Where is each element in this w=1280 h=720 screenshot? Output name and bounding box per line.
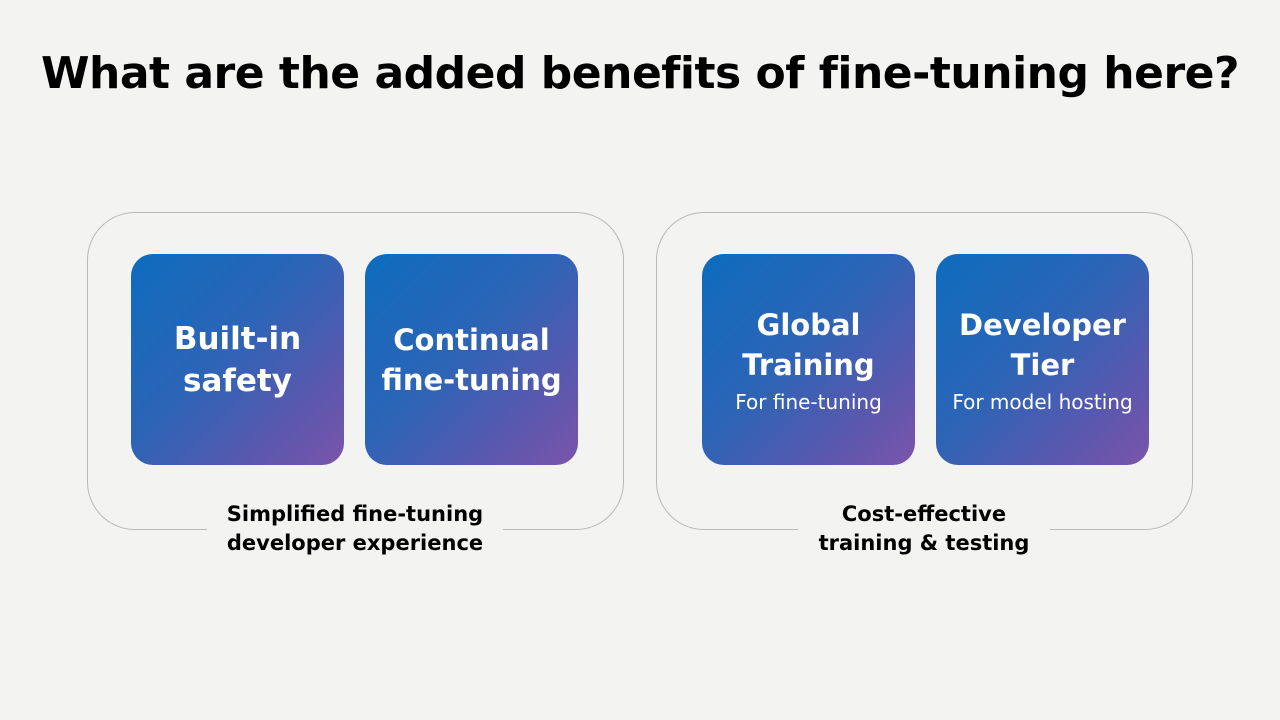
tile-title-line: Continual: [393, 322, 550, 357]
tile-title: Global Training: [742, 305, 874, 385]
slide-title: What are the added benefits of fine-tuni…: [40, 48, 1240, 99]
tile-title-line: fine-tuning: [381, 362, 562, 397]
tile-title: Continual fine-tuning: [381, 320, 561, 400]
caption-line: Simplified fine-tuning: [226, 502, 484, 526]
tile-title-line: Developer: [959, 307, 1126, 342]
tile-subtitle: For fine-tuning: [735, 389, 882, 414]
tile-title-line: Built-in: [173, 320, 302, 357]
tile-built-in-safety: Built-in safety: [131, 254, 344, 465]
caption-line: developer experience: [226, 531, 484, 555]
group-caption-simplified: Simplified fine-tuning developer experie…: [207, 500, 503, 558]
tile-subtitle: For model hosting: [952, 389, 1133, 414]
tile-title-line: Tier: [1010, 347, 1075, 382]
tile-global-training: Global Training For fine-tuning: [702, 254, 915, 465]
tile-title: Built-in safety: [174, 318, 301, 402]
tile-developer-tier: Developer Tier For model hosting: [936, 254, 1149, 465]
tile-title: Developer Tier: [959, 305, 1126, 385]
tile-title-line: Training: [742, 347, 875, 382]
tile-title-line: Global: [756, 307, 861, 342]
caption-line: Cost-effective: [841, 502, 1007, 526]
group-caption-cost-effective: Cost-effective training & testing: [798, 500, 1050, 558]
tile-title-line: safety: [183, 362, 292, 399]
caption-line: training & testing: [818, 531, 1030, 555]
tile-continual-fine-tuning: Continual fine-tuning: [365, 254, 578, 465]
